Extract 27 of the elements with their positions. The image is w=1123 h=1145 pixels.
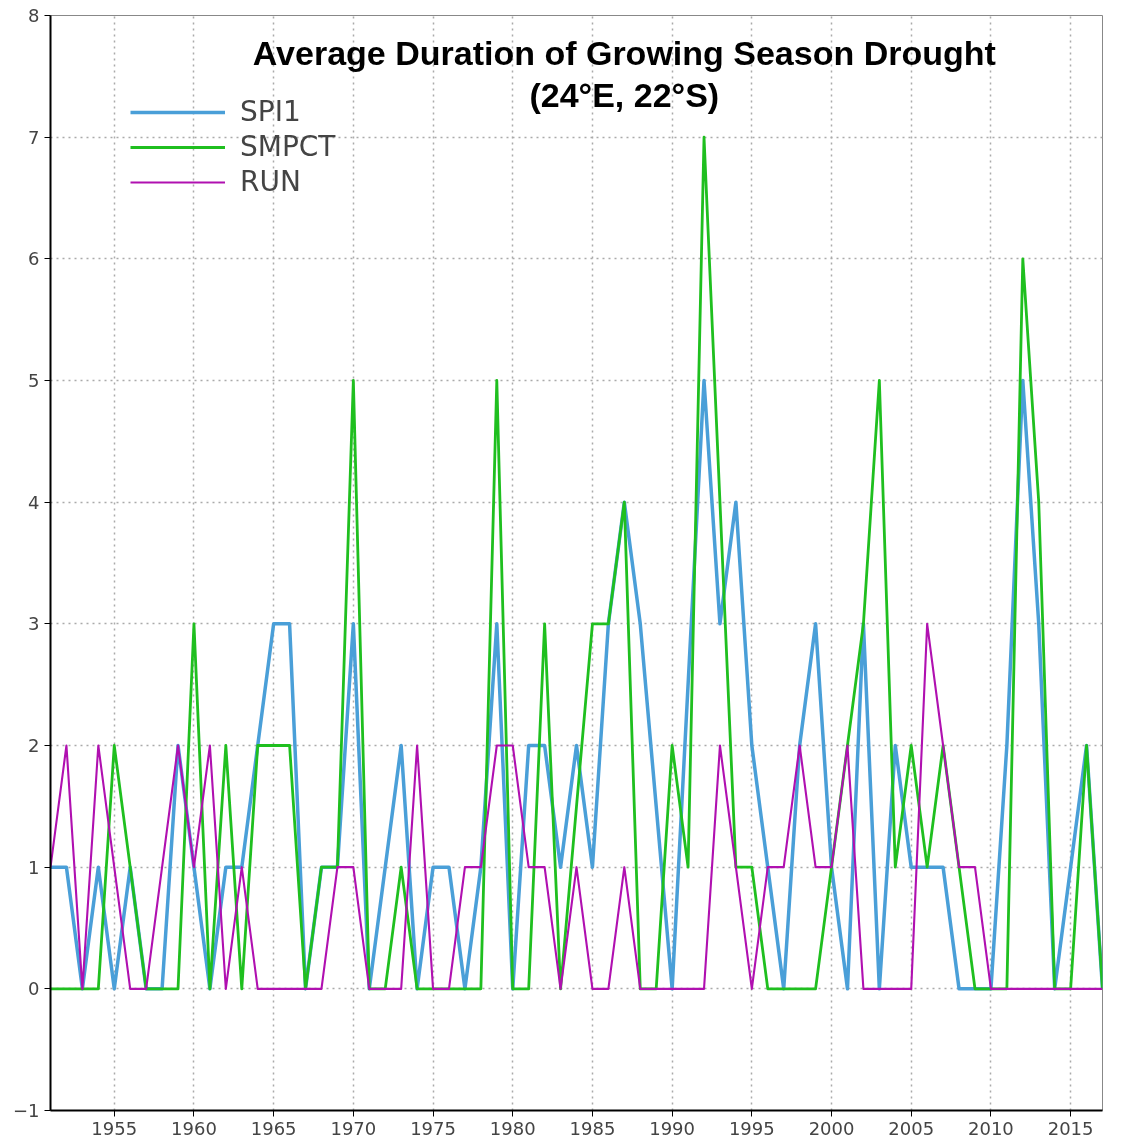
y-tick-label: 7 (28, 126, 40, 148)
y-tick-label: 1 (28, 856, 40, 878)
y-tick-label: 2 (28, 735, 40, 756)
y-tick-label: 8 (28, 5, 40, 26)
line-series (50, 622, 1103, 990)
x-tick-label: 1990 (649, 1117, 696, 1139)
legend-label: SMPCT (240, 130, 336, 163)
y-tick-label: 0 (28, 978, 40, 1000)
x-tick-label: 2010 (968, 1117, 1014, 1139)
x-tick-label: 1980 (489, 1117, 536, 1139)
x-tick-label: 1970 (330, 1117, 377, 1139)
x-tick-label: 1995 (728, 1117, 775, 1139)
legend-label: RUN (240, 165, 301, 198)
y-tick-label: 3 (28, 613, 40, 635)
y-tick-label: 6 (28, 248, 40, 270)
y-tick-label: −1 (12, 1100, 40, 1121)
y-tick-label: 5 (28, 370, 40, 391)
x-tick-label: 1965 (250, 1117, 297, 1139)
x-tick-label: 1960 (171, 1117, 217, 1139)
x-tick-label: 1985 (569, 1117, 616, 1139)
x-tick-label: 1975 (410, 1117, 456, 1139)
x-tick-label: 1955 (91, 1117, 138, 1139)
x-tick-label: 2005 (888, 1117, 935, 1139)
legend-label: SPI1 (240, 95, 301, 128)
y-tick-label: 4 (28, 491, 40, 513)
x-tick-label: 2015 (1047, 1117, 1094, 1139)
x-tick-label: 2000 (808, 1117, 855, 1139)
